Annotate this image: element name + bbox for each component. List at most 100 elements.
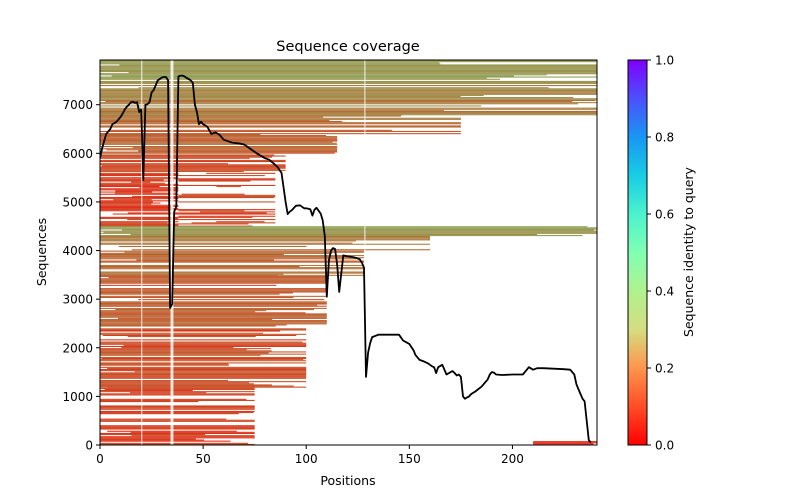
alignment-row [100,274,278,276]
alignment-row [130,431,255,433]
alignment-row [130,233,538,235]
alignment-row [138,87,549,89]
alignment-row [178,210,245,212]
alignment-row [131,249,430,251]
alignment-row [100,235,583,237]
alignment-row [100,425,255,427]
alignment-row [100,136,338,138]
alignment-row [100,105,482,107]
alignment-row [533,443,594,445]
alignment-row [100,112,597,114]
alignment-row [100,354,261,356]
alignment-row [100,408,255,410]
alignment-row [100,390,193,392]
alignment-row [100,329,307,331]
alignment-row [178,223,249,225]
alignment-row [100,428,255,430]
alignment-row [100,66,597,68]
alignment-row [100,62,440,64]
alignment-row [100,352,269,354]
alignment-row [100,236,430,238]
alignment-row [113,199,152,201]
alignment-row [100,73,597,75]
y-tick-label: 5000 [62,195,93,209]
alignment-row [100,439,205,441]
alignment-row [100,276,327,278]
alignment-row [100,351,307,353]
alignment-row [100,391,255,393]
alignment-row [100,406,255,408]
alignment-row [100,437,255,439]
alignment-row [100,252,333,254]
alignment-row [100,189,179,191]
alignment-row [100,89,597,91]
alignment-row [100,432,255,434]
colorbar-tick-label: 0.2 [655,362,674,376]
alignment-row [100,151,338,153]
alignment-row [216,221,265,223]
alignment-row [100,107,597,109]
alignment-row [100,412,254,414]
alignment-row [100,122,461,124]
alignment-row [100,133,261,135]
alignment-row [100,154,275,156]
alignment-row [100,148,338,150]
alignment-row [100,197,179,199]
alignment-row [100,221,179,223]
alignment-row [134,371,307,373]
colorbar-gradient [627,59,648,446]
alignment-row [178,178,276,180]
alignment-row [100,385,294,387]
alignment-row [100,295,327,297]
alignment-row [100,109,444,111]
alignment-row [100,434,206,436]
alignment-row [100,370,307,372]
alignment-row [100,110,597,112]
alignment-row [178,194,276,196]
alignment-row [100,376,307,378]
alignment-row [100,360,307,362]
alignment-row [131,435,255,437]
alignment-row [100,113,597,115]
heatmap [100,60,597,445]
alignment-row [101,165,286,167]
alignment-row [100,99,597,101]
alignment-row [100,116,324,118]
alignment-row [100,328,307,330]
y-tick-label: 2000 [62,341,93,355]
alignment-row [100,121,343,123]
alignment-row [100,240,356,242]
alignment-row [178,209,276,211]
alignment-row [100,209,179,211]
alignment-row [100,76,597,78]
alignment-row [100,381,307,383]
alignment-row [178,216,253,218]
alignment-row [100,239,430,241]
alignment-row [178,213,276,215]
y-tick-label: 7000 [62,98,93,112]
alignment-row [100,143,338,145]
alignment-row [100,68,597,70]
alignment-row [100,420,255,422]
alignment-row [100,97,574,99]
alignment-row [100,238,430,240]
alignment-row [100,71,597,73]
alignment-row [100,324,287,326]
colorbar-tick-label: 0.8 [655,131,674,145]
alignment-row [100,90,597,92]
alignment-row [100,163,229,165]
colorbar-tick-label: 0.0 [655,439,674,453]
alignment-row [107,386,255,388]
alignment-row [103,231,597,233]
alignment-row [100,303,327,305]
alignment-row [100,69,597,71]
alignment-row [100,410,255,412]
alignment-row [100,253,284,255]
alignment-row [178,215,276,217]
alignment-row [200,211,276,213]
alignment-row [100,380,228,382]
y-tick-label: 0 [85,439,93,453]
alignment-row [100,130,461,132]
alignment-row [100,312,306,314]
